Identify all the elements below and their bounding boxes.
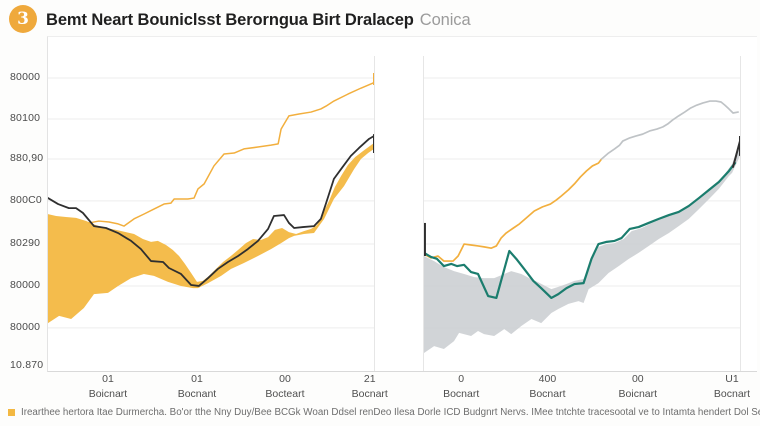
legend-swatch-icon — [8, 409, 15, 416]
x-tick-name: Bocnart — [443, 388, 480, 400]
x-tick-value: U1 — [725, 373, 739, 385]
footnote-text: Irearthee hertora Itae Durmercha. Bo'or … — [21, 407, 760, 418]
left-chart-plot — [48, 56, 375, 371]
y-tick-label: 10.870 — [10, 358, 44, 371]
page-title-bold: Bemt Neart Bouniclsst Berorngua Birt Dra… — [46, 11, 414, 29]
black-tip-line — [733, 141, 740, 167]
yellow-range-band — [48, 142, 374, 324]
left-chart-x-values: 01 01 00 21 — [47, 373, 376, 386]
x-tick-value: 00 — [631, 373, 644, 385]
right-chart-x-names: Bocnart Bocnart Boicnart Bocnart — [422, 388, 750, 401]
right-chart-plot — [423, 56, 741, 371]
y-tick-label: 880,90 — [10, 152, 44, 164]
x-tick-name: Boicnart — [618, 388, 658, 400]
logo-icon: 3 — [9, 5, 37, 33]
y-tick-label: 80290 — [10, 237, 41, 250]
right-panel-svg — [424, 56, 740, 354]
left-chart-x-names: Boicnart Bocnant Bocteart Bocnart — [47, 388, 388, 401]
x-tick-value: 01 — [102, 373, 114, 385]
gray-line — [602, 101, 739, 159]
yellow-line — [89, 82, 374, 226]
chart-card — [47, 36, 757, 372]
y-axis-labels: 80000 80100 880,90 800C0 80290 80000 80000 10.8… — [0, 55, 44, 371]
x-tick-value: 0 — [458, 373, 465, 385]
x-tick-name: Bocnart — [351, 388, 388, 400]
x-tick-value: 21 — [363, 373, 376, 385]
right-chart-x-values: 0 400 00 U1 — [422, 373, 738, 386]
x-tick-name: Bocnant — [177, 388, 217, 400]
x-tick-value: 00 — [279, 373, 291, 385]
y-tick-label: 80000 — [10, 320, 41, 333]
y-tick-label: 800C0 — [10, 193, 42, 206]
page-title-light: Conica — [419, 11, 471, 29]
black-line — [48, 136, 374, 286]
page-title: Bemt Neart Bouniclsst Berorngua Birt Dra… — [46, 11, 471, 30]
x-tick-name: Bocteart — [265, 388, 305, 400]
y-tick-label: 80000 — [10, 278, 41, 291]
y-tick-label: 80000 — [10, 71, 41, 84]
x-tick-value: 400 — [538, 373, 557, 385]
y-tick-label: 80100 — [10, 112, 41, 124]
yellow-line — [424, 159, 602, 261]
teal-line — [424, 163, 735, 298]
x-tick-name: Bocnart — [529, 388, 566, 400]
x-tick-name: Bocnart — [713, 388, 751, 400]
x-tick-name: Boicnart — [88, 388, 128, 400]
gray-range-band — [424, 142, 740, 354]
x-tick-value: 01 — [191, 373, 203, 385]
left-panel-svg — [48, 56, 374, 371]
footnote: Irearthee hertora Itae Durmercha. Bo'or … — [8, 407, 760, 419]
